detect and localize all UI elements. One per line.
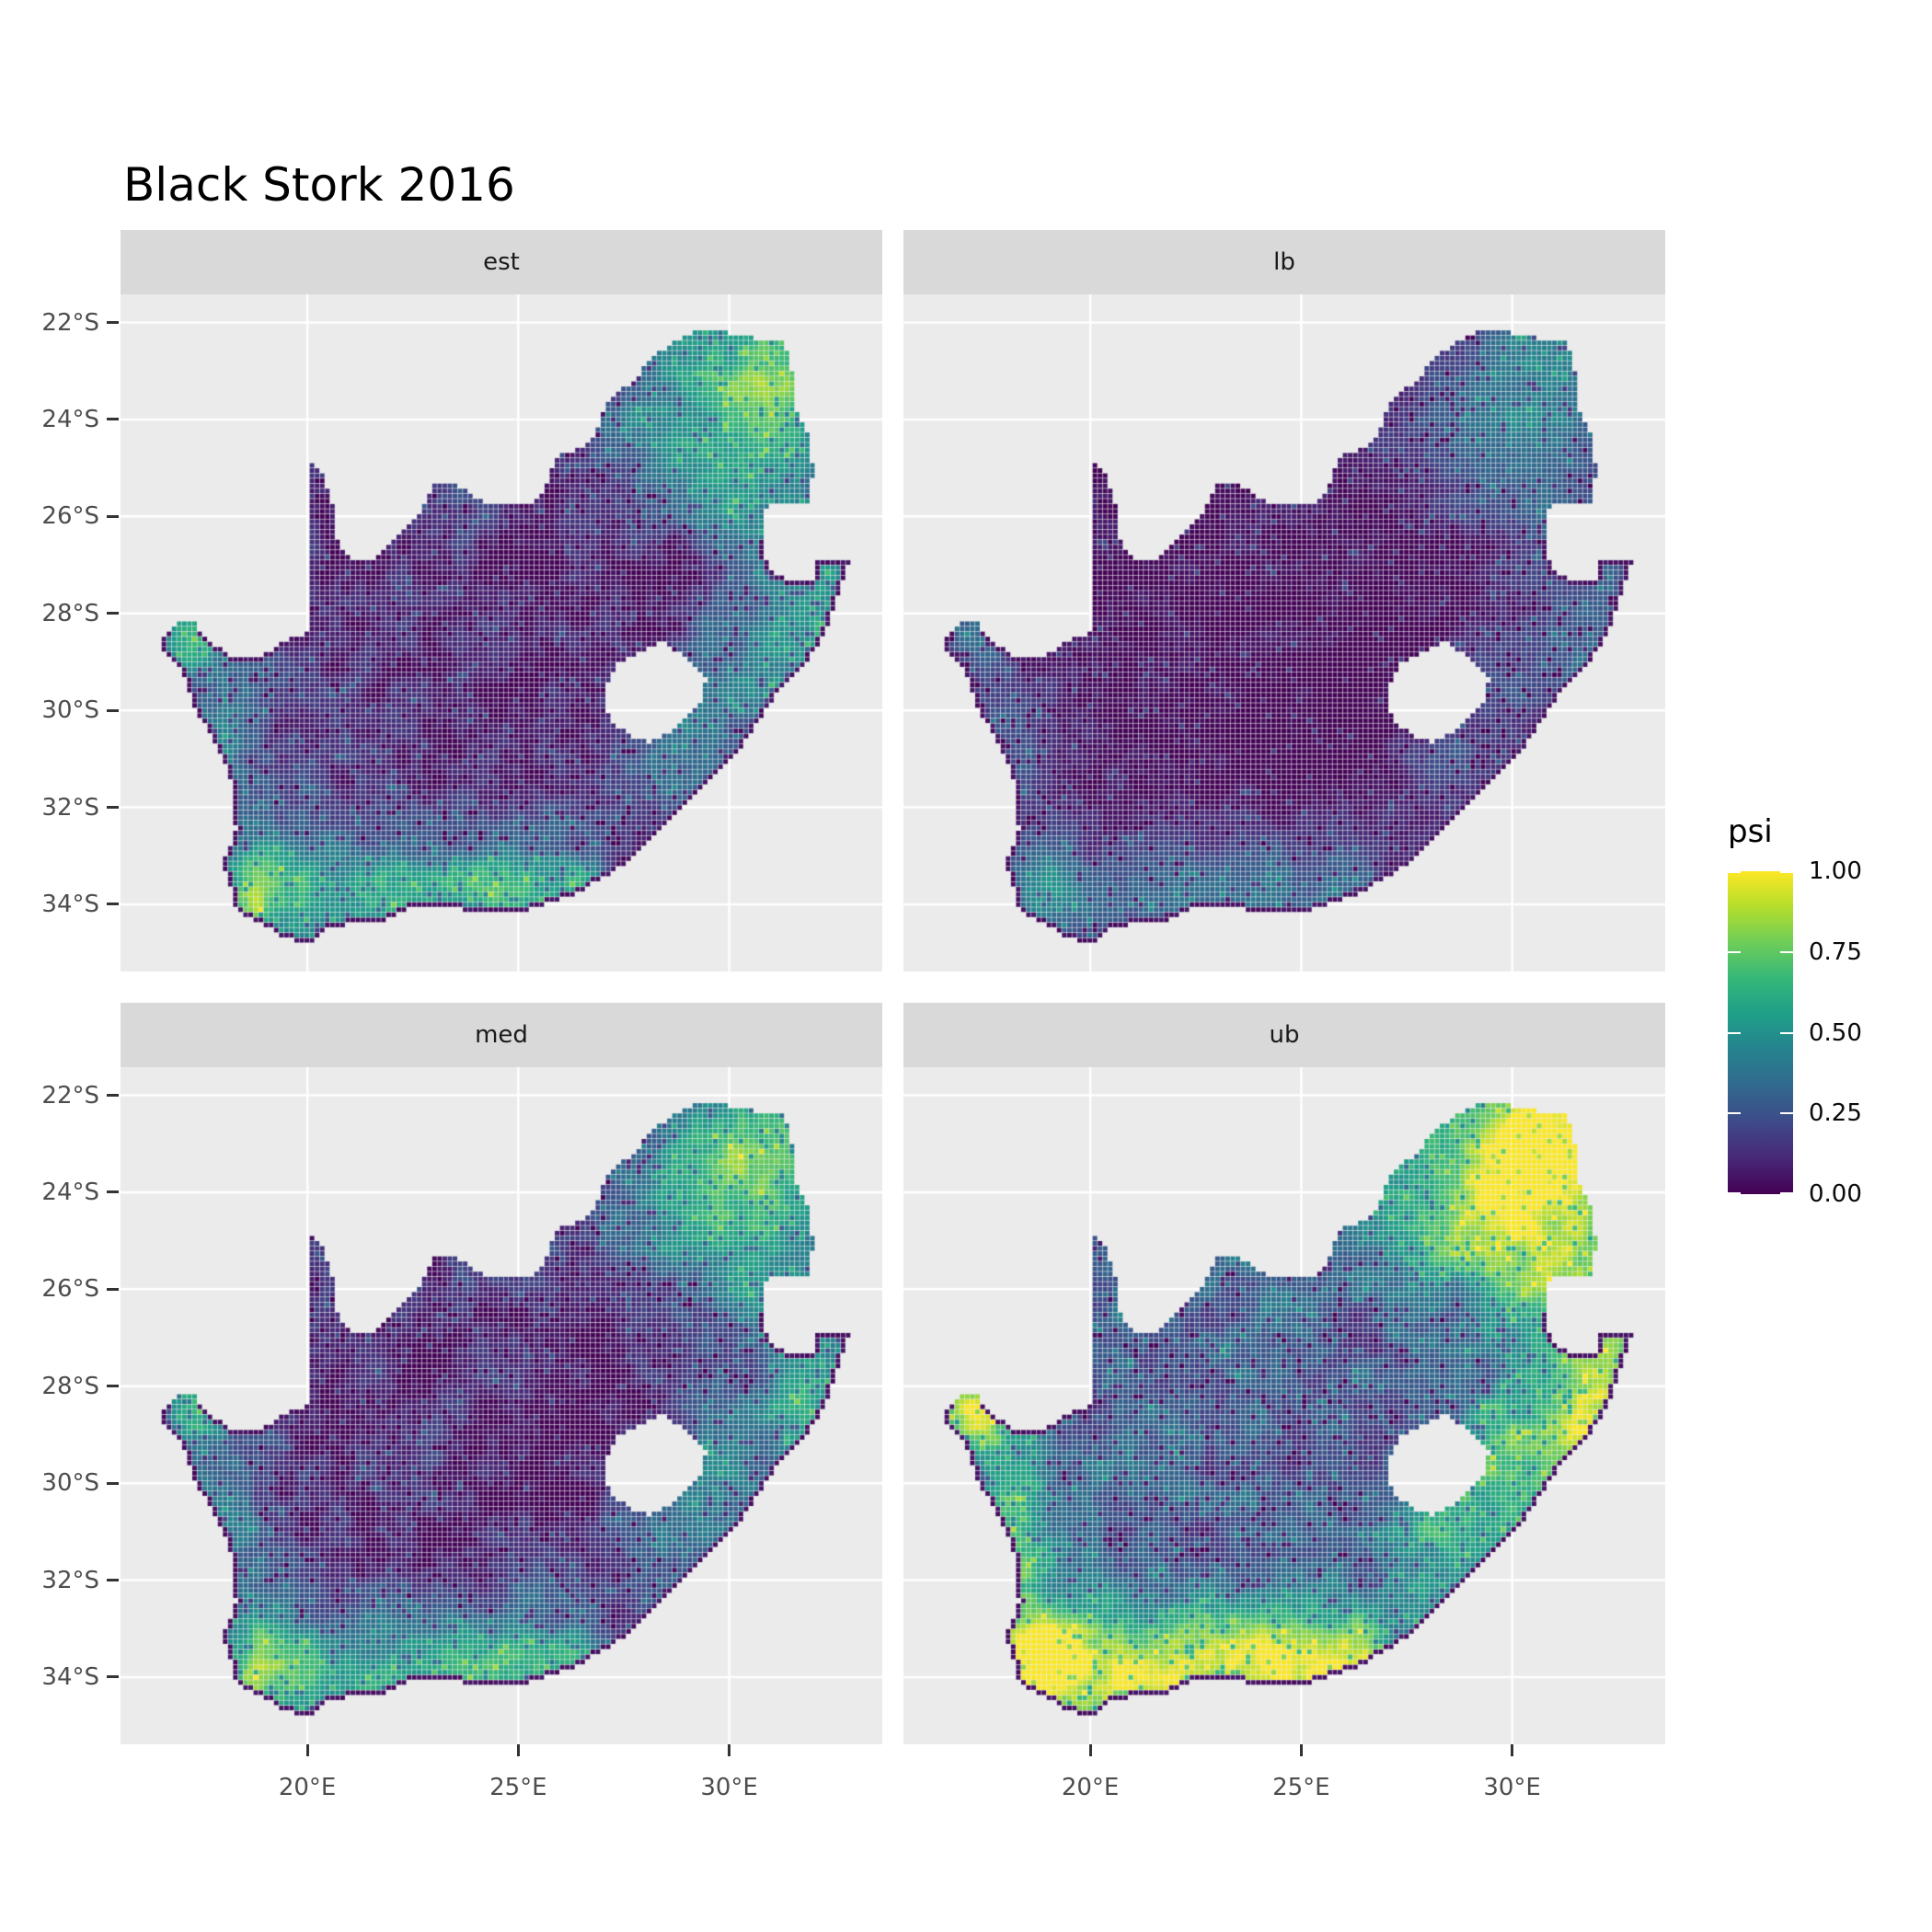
y-tick-label: 24°S xyxy=(41,1178,99,1206)
y-tick-mark xyxy=(107,321,119,325)
legend-tick-label: 1.00 xyxy=(1809,857,1862,885)
y-tick-mark xyxy=(107,1094,119,1098)
x-tick-mark xyxy=(1299,1744,1303,1756)
legend-tick-mark xyxy=(1780,950,1793,953)
y-tick-label: 30°S xyxy=(41,696,99,725)
y-tick-label: 34°S xyxy=(41,890,99,918)
legend-tick-mark xyxy=(1780,1031,1793,1034)
x-tick-mark xyxy=(728,1744,731,1756)
legend-tick-mark xyxy=(1728,1031,1741,1034)
legend-tick-mark xyxy=(1780,1192,1793,1194)
legend-tick-label: 0.75 xyxy=(1809,937,1862,966)
y-tick-label: 28°S xyxy=(41,599,99,627)
y-tick-mark xyxy=(107,1190,119,1194)
y-tick-mark xyxy=(107,514,119,518)
legend-tick-mark xyxy=(1780,871,1793,873)
facet-panel-lb xyxy=(903,294,1665,972)
facet-panel-est xyxy=(121,294,882,972)
y-tick-mark xyxy=(107,612,119,615)
x-tick-label: 20°E xyxy=(1061,1774,1120,1801)
x-tick-label: 20°E xyxy=(278,1774,337,1801)
legend-tick-mark xyxy=(1728,1112,1741,1115)
facet-strip-label: est xyxy=(483,248,520,276)
legend-tick-mark xyxy=(1780,1112,1793,1115)
facet-strip-ub: ub xyxy=(903,1003,1665,1067)
legend-tick-mark xyxy=(1728,871,1741,873)
facet-strip-label: med xyxy=(475,1021,528,1049)
x-tick-label: 25°E xyxy=(489,1774,547,1801)
legend-title: psi xyxy=(1728,813,1773,850)
y-tick-label: 32°S xyxy=(41,1566,99,1594)
y-tick-label: 24°S xyxy=(41,405,99,433)
y-tick-mark xyxy=(107,1481,119,1485)
y-tick-mark xyxy=(107,418,119,421)
plot-title: Black Stork 2016 xyxy=(123,158,515,212)
x-tick-mark xyxy=(516,1744,520,1756)
y-tick-label: 30°S xyxy=(41,1469,99,1498)
y-tick-mark xyxy=(107,903,119,906)
y-tick-label: 26°S xyxy=(41,1275,99,1304)
x-tick-mark xyxy=(1511,1744,1514,1756)
facet-panel-med xyxy=(121,1067,882,1744)
y-tick-label: 22°S xyxy=(41,308,99,337)
y-tick-label: 26°S xyxy=(41,502,99,531)
facet-strip-med: med xyxy=(121,1003,882,1067)
legend-tick-mark xyxy=(1728,1192,1741,1194)
x-tick-label: 25°E xyxy=(1272,1774,1330,1801)
facet-strip-est: est xyxy=(121,230,882,294)
legend-tick-mark xyxy=(1728,950,1741,953)
y-tick-mark xyxy=(107,708,119,712)
legend-tick-label: 0.50 xyxy=(1809,1018,1862,1047)
y-tick-mark xyxy=(107,1287,119,1291)
y-tick-label: 32°S xyxy=(41,793,99,822)
x-tick-mark xyxy=(1088,1744,1092,1756)
facet-strip-label: ub xyxy=(1269,1021,1300,1049)
y-tick-label: 34°S xyxy=(41,1662,99,1691)
x-tick-mark xyxy=(305,1744,309,1756)
y-tick-mark xyxy=(107,1385,119,1388)
legend-tick-label: 0.00 xyxy=(1809,1180,1862,1208)
legend-tick-label: 0.25 xyxy=(1809,1099,1862,1128)
y-tick-mark xyxy=(107,1675,119,1679)
y-tick-label: 22°S xyxy=(41,1081,99,1110)
y-tick-label: 28°S xyxy=(41,1372,99,1400)
facet-strip-label: lb xyxy=(1273,248,1295,276)
x-tick-label: 30°E xyxy=(1483,1774,1541,1801)
facet-panel-ub xyxy=(903,1067,1665,1744)
y-tick-mark xyxy=(107,806,119,810)
y-tick-mark xyxy=(107,1579,119,1582)
facet-strip-lb: lb xyxy=(903,230,1665,294)
x-tick-label: 30°E xyxy=(700,1774,758,1801)
